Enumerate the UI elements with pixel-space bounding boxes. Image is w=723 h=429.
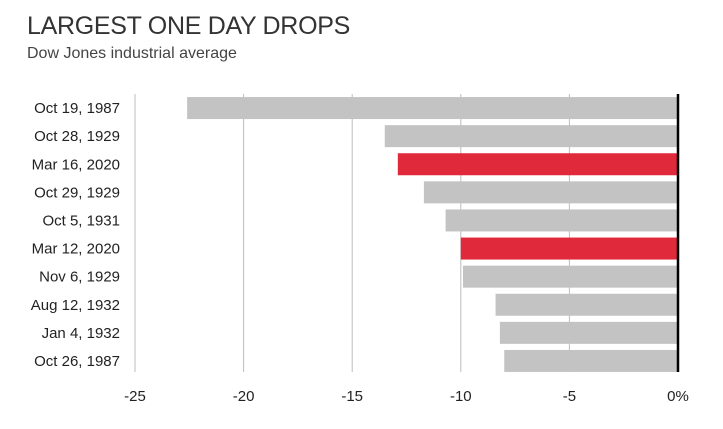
bar (423, 181, 678, 204)
bar (462, 265, 678, 288)
category-label: Nov 6, 1929 (39, 269, 120, 286)
x-tick-label: -5 (563, 388, 576, 405)
x-tick-label: -15 (341, 388, 363, 405)
bar (187, 97, 679, 120)
category-label: Aug 12, 1932 (31, 297, 120, 314)
category-label: Oct 29, 1929 (34, 184, 120, 201)
category-label: Oct 5, 1931 (42, 212, 120, 229)
bar-highlighted (460, 237, 678, 260)
bar (495, 293, 678, 316)
category-label: Oct 26, 1987 (34, 353, 120, 370)
chart-title: LARGEST ONE DAY DROPS (27, 12, 350, 40)
chart-subtitle: Dow Jones industrial average (27, 45, 237, 62)
category-label: Mar 12, 2020 (32, 241, 120, 258)
category-label: Oct 28, 1929 (34, 128, 120, 145)
bar (384, 125, 678, 148)
category-labels: Oct 19, 1987 Oct 28, 1929 Mar 16, 2020 Oct … (31, 100, 120, 370)
bar-highlighted (397, 153, 678, 176)
bars (187, 97, 679, 372)
x-tick-label: -10 (450, 388, 472, 405)
x-tick-label: 0% (667, 388, 689, 405)
bar (504, 349, 678, 372)
x-tick-label: -25 (124, 388, 146, 405)
category-label: Oct 19, 1987 (34, 100, 120, 117)
category-label: Mar 16, 2020 (32, 156, 120, 173)
bar (499, 321, 678, 344)
x-tick-label: -20 (233, 388, 255, 405)
category-label: Jan 4, 1932 (42, 325, 120, 342)
bar (445, 209, 678, 232)
x-tick-labels: -25 -20 -15 -10 -5 0% (124, 388, 689, 405)
